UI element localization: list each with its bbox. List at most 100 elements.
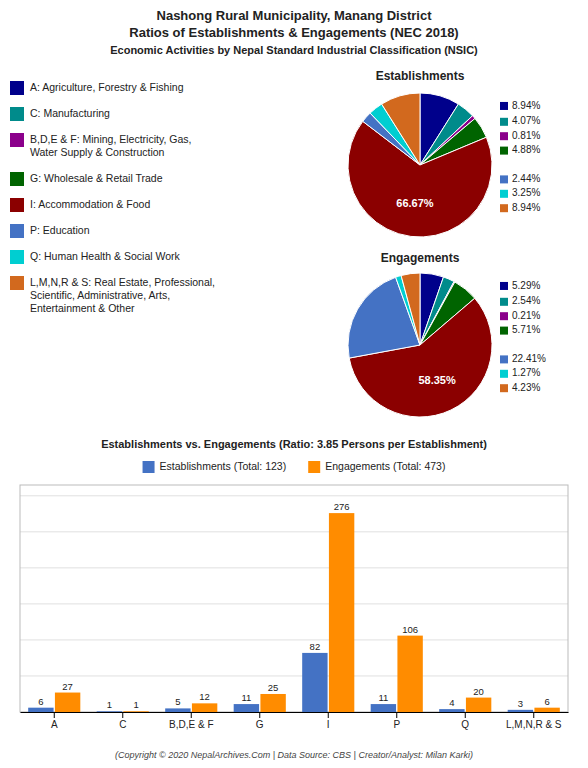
label-swatch xyxy=(500,132,508,140)
data-label: 11 xyxy=(241,692,251,703)
x-axis: A C B,D,E & F G I P Q L,M,N,R & S xyxy=(21,712,569,730)
bar xyxy=(97,711,122,712)
label-swatch xyxy=(500,147,508,155)
x-tick-label: Q xyxy=(461,719,469,730)
legend-swatch xyxy=(143,461,155,473)
legend-swatch xyxy=(10,250,24,264)
legend-entry: B,D,E & F: Mining, Electricity, Gas,Wate… xyxy=(30,133,191,158)
data-label: 25 xyxy=(268,682,279,693)
data-label: 3 xyxy=(518,698,523,709)
label-swatch xyxy=(500,355,508,363)
pie-slice xyxy=(401,273,420,345)
legend-swatch xyxy=(10,133,24,147)
data-label: 1 xyxy=(107,699,112,710)
bar xyxy=(192,703,217,712)
x-tick-label: B,D,E & F xyxy=(169,719,213,730)
label-swatch xyxy=(500,175,508,183)
legend: A: Agriculture, Forestry & Fishing C: Man… xyxy=(10,81,215,314)
data-labels: 615118211432711225276106206 xyxy=(38,501,550,710)
chart-svg: Nashong Rural Municipality, Manang Distr… xyxy=(0,0,588,768)
pie-slices: 58.35% xyxy=(348,273,492,417)
data-label: 20 xyxy=(473,686,484,697)
label-swatch xyxy=(500,327,508,335)
bar xyxy=(508,710,533,712)
x-tick-label: G xyxy=(256,719,264,730)
x-tick: L,M,N,R & S xyxy=(506,712,562,730)
x-tick: G xyxy=(256,712,264,730)
bar xyxy=(165,708,190,712)
data-label: 27 xyxy=(62,681,73,692)
x-tick-label: I xyxy=(327,719,330,730)
data-label: 4 xyxy=(449,697,454,708)
bar-chart: Establishments vs. Engagements (Ratio: 3… xyxy=(20,438,569,760)
x-tick-mark xyxy=(533,712,534,718)
slice-label: 8.94% xyxy=(512,100,540,111)
data-label: 106 xyxy=(402,624,418,635)
page-title: Economic Activities by Nepal Standard In… xyxy=(110,44,478,56)
bar xyxy=(260,694,285,712)
data-label: 82 xyxy=(310,641,321,652)
legend-entry: C: Manufacturing xyxy=(30,107,110,119)
x-tick-label: P xyxy=(393,719,400,730)
legend-swatch xyxy=(10,172,24,186)
x-tick: A xyxy=(51,712,58,730)
bar xyxy=(123,711,148,712)
legend-entry: Establishments (Total: 123) xyxy=(160,460,287,472)
x-tick-mark xyxy=(396,712,397,718)
data-label: 11 xyxy=(378,692,388,703)
label-swatch xyxy=(500,102,508,110)
label-swatch xyxy=(500,204,508,212)
label-swatch xyxy=(500,282,508,290)
x-tick-label: L,M,N,R & S xyxy=(506,719,562,730)
legend-entry: G: Wholesale & Retail Trade xyxy=(30,172,163,184)
label-swatch xyxy=(500,118,508,126)
x-tick-mark xyxy=(259,712,260,718)
label-swatch xyxy=(500,312,508,320)
x-tick: C xyxy=(119,712,126,730)
x-tick-mark xyxy=(328,712,329,718)
x-tick: B,D,E & F xyxy=(169,712,213,730)
slice-label: 8.94% xyxy=(512,202,540,213)
x-tick: I xyxy=(327,712,330,730)
slice-label: 0.21% xyxy=(512,310,540,321)
pie-slices: 66.67% xyxy=(348,93,492,237)
slice-label: 5.29% xyxy=(512,280,540,291)
pie-chart: Engagements58.35%5.29%2.54%0.21%5.71%22.… xyxy=(348,251,546,417)
plot-frame xyxy=(20,485,568,712)
legend-entry: L,M,N,R & S: Real Estate, Professional,S… xyxy=(30,276,215,314)
bar xyxy=(371,704,396,712)
slice-label: 1.27% xyxy=(512,367,540,378)
legend-swatch xyxy=(10,198,24,212)
bar xyxy=(534,708,559,712)
bar xyxy=(55,693,80,712)
grid-line xyxy=(20,567,568,568)
label-swatch xyxy=(500,370,508,378)
grid-line xyxy=(20,531,568,532)
grid-line xyxy=(20,675,568,676)
slice-label: 58.35% xyxy=(418,374,456,386)
x-tick-label: C xyxy=(119,719,126,730)
data-label: 5 xyxy=(175,696,180,707)
legend-swatch xyxy=(10,107,24,121)
grid-line xyxy=(20,603,568,604)
x-tick-label: A xyxy=(51,719,58,730)
slice-label: 2.44% xyxy=(512,173,540,184)
x-tick-mark xyxy=(122,712,123,718)
legend-entry: I: Accommodation & Food xyxy=(30,198,150,210)
legend: Establishments (Total: 123)Engagements (… xyxy=(143,460,446,473)
x-tick: P xyxy=(393,712,400,730)
bar xyxy=(466,698,491,712)
slice-label: 4.07% xyxy=(512,115,540,126)
data-label: 6 xyxy=(544,696,549,707)
chart-root: Nashong Rural Municipality, Manang Distr… xyxy=(0,0,588,768)
bar xyxy=(28,708,53,712)
x-axis-line xyxy=(21,712,569,713)
bar xyxy=(302,653,327,712)
pie-title: Establishments xyxy=(376,69,465,83)
x-tick: Q xyxy=(461,712,469,730)
slice-label: 5.71% xyxy=(512,324,540,335)
grid-line xyxy=(20,495,568,496)
data-label: 12 xyxy=(199,691,210,702)
legend-entry: A: Agriculture, Forestry & Fishing xyxy=(30,81,184,93)
slice-label: 2.54% xyxy=(512,295,540,306)
